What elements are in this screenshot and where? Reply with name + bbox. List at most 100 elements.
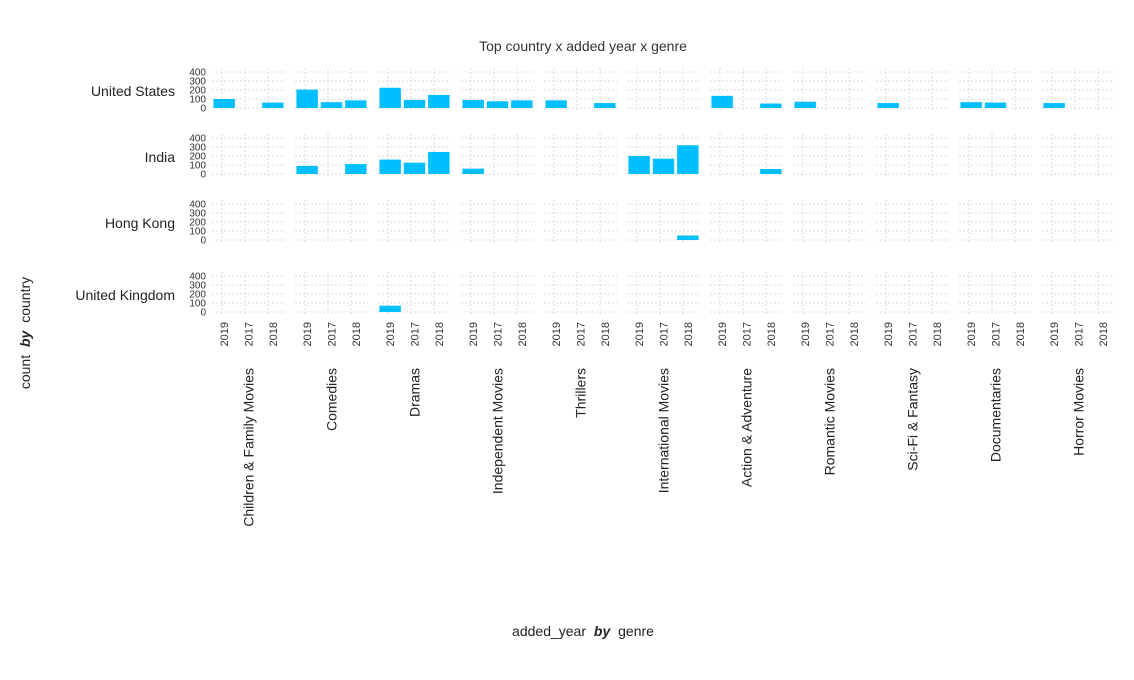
y-tick-label: 200	[189, 86, 206, 97]
bar-united-states-independent-movies-2019	[462, 99, 484, 108]
bar-united-states-independent-movies-2018	[511, 100, 533, 108]
x-tick-label: 2019	[1049, 322, 1061, 346]
col-label-action-adventure: Action & Adventure	[739, 368, 755, 487]
y-tick-label: 400	[189, 200, 206, 211]
x-tick-label: 2018	[600, 322, 612, 346]
bar-india-comedies-2019	[296, 165, 318, 174]
col-label-romantic-movies: Romantic Movies	[822, 368, 838, 475]
bar-united-states-sci-fi-fantasy-2019	[877, 103, 899, 108]
x-axis-title: added_year by genre	[512, 623, 654, 639]
x-tick-label: 2017	[576, 322, 588, 346]
bar-united-states-documentaries-2017	[984, 102, 1007, 108]
row-label-united-kingdom: United Kingdom	[75, 287, 175, 303]
x-tick-label: 2019	[800, 322, 812, 346]
y-tick-label: 300	[189, 209, 206, 220]
bar-united-states-comedies-2019	[296, 89, 318, 108]
x-tick-label: 2019	[385, 322, 397, 346]
col-label-children-family-movies: Children & Family Movies	[241, 368, 257, 527]
x-tick-label: 2019	[966, 322, 978, 346]
col-label-horror-movies: Horror Movies	[1071, 368, 1087, 456]
y-tick-label: 300	[189, 77, 206, 88]
x-tick-label: 2017	[991, 322, 1003, 346]
x-tick-label: 2017	[244, 322, 256, 346]
bar-united-states-horror-movies-2019	[1043, 103, 1065, 108]
bar-united-kingdom-dramas-2019	[379, 305, 401, 312]
x-tick-label: 2018	[932, 322, 944, 346]
bar-united-states-comedies-2017	[320, 102, 343, 108]
y-tick-label: 400	[189, 68, 206, 79]
y-tick-label: 0	[200, 104, 206, 115]
col-label-independent-movies: Independent Movies	[490, 368, 506, 494]
x-tick-label: 2019	[634, 322, 646, 346]
bar-united-states-thrillers-2018	[594, 103, 616, 108]
bar-united-states-action-adventure-2019	[711, 95, 733, 108]
x-tick-label: 2018	[1098, 322, 1110, 346]
bar-india-independent-movies-2019	[462, 168, 484, 174]
bar-united-states-comedies-2018	[345, 100, 367, 108]
x-tick-label: 2017	[908, 322, 920, 346]
bar-united-states-dramas-2019	[379, 87, 401, 108]
col-label-thrillers: Thrillers	[573, 368, 589, 418]
y-tick-label: 200	[189, 290, 206, 301]
x-tick-label: 2019	[551, 322, 563, 346]
y-tick-label: 100	[189, 161, 206, 172]
row-label-united-states: United States	[91, 83, 175, 99]
y-tick-label: 400	[189, 272, 206, 283]
y-tick-label: 100	[189, 227, 206, 238]
x-tick-label: 2017	[659, 322, 671, 346]
y-axis-title-by: by	[17, 329, 33, 347]
bar-india-comedies-2018	[345, 164, 367, 174]
x-tick-label: 2018	[268, 322, 280, 346]
col-label-comedies: Comedies	[324, 368, 340, 431]
x-tick-label: 2017	[410, 322, 422, 346]
y-axis-title-facet: country	[17, 277, 33, 323]
x-tick-label: 2018	[517, 322, 529, 346]
x-tick-label: 2018	[351, 322, 363, 346]
chart-title: Top country x added year x genre	[479, 38, 687, 54]
x-tick-label: 2019	[883, 322, 895, 346]
y-tick-label: 200	[189, 152, 206, 163]
x-tick-label: 2019	[219, 322, 231, 346]
y-tick-label: 0	[200, 170, 206, 181]
bar-united-states-dramas-2017	[403, 99, 426, 108]
x-tick-label: 2018	[849, 322, 861, 346]
bar-united-states-action-adventure-2018	[760, 103, 782, 108]
col-label-dramas: Dramas	[407, 368, 423, 417]
bar-india-dramas-2018	[428, 151, 450, 174]
x-tick-label: 2017	[1074, 322, 1086, 346]
col-label-international-movies: International Movies	[656, 368, 672, 493]
bar-india-dramas-2019	[379, 159, 401, 174]
bar-united-states-dramas-2018	[428, 94, 450, 108]
x-tick-label: 2019	[717, 322, 729, 346]
col-label-documentaries: Documentaries	[988, 368, 1004, 462]
y-tick-label: 100	[189, 299, 206, 310]
x-tick-label: 2019	[302, 322, 314, 346]
facet-grid: United States0100200300400India010020030…	[75, 68, 1115, 527]
y-axis-title-var: count	[17, 355, 33, 389]
x-tick-label: 2018	[434, 322, 446, 346]
bar-india-international-movies-2019	[628, 156, 650, 174]
x-tick-label: 2019	[468, 322, 480, 346]
y-tick-label: 100	[189, 95, 206, 106]
y-tick-label: 300	[189, 281, 206, 292]
bar-united-states-thrillers-2019	[545, 100, 567, 108]
x-tick-label: 2017	[327, 322, 339, 346]
bar-hong-kong-international-movies-2018	[677, 235, 699, 240]
bar-india-action-adventure-2018	[760, 169, 782, 174]
x-tick-label: 2018	[1015, 322, 1027, 346]
bar-india-dramas-2017	[403, 162, 426, 174]
y-tick-label: 0	[200, 236, 206, 247]
x-axis-title-var: added_year	[512, 623, 586, 639]
bar-united-states-children-family-movies-2019	[213, 99, 235, 108]
y-tick-label: 300	[189, 143, 206, 154]
row-label-hong-kong: Hong Kong	[105, 215, 175, 231]
col-label-sci-fi-fantasy: Sci-Fi & Fantasy	[905, 368, 921, 471]
x-tick-label: 2017	[825, 322, 837, 346]
bar-united-states-children-family-movies-2018	[262, 102, 284, 108]
bar-india-international-movies-2017	[652, 158, 675, 174]
y-axis-title: count by country	[17, 277, 33, 389]
y-tick-label: 200	[189, 218, 206, 229]
row-label-india: India	[145, 149, 176, 165]
bar-india-international-movies-2018	[677, 145, 699, 174]
